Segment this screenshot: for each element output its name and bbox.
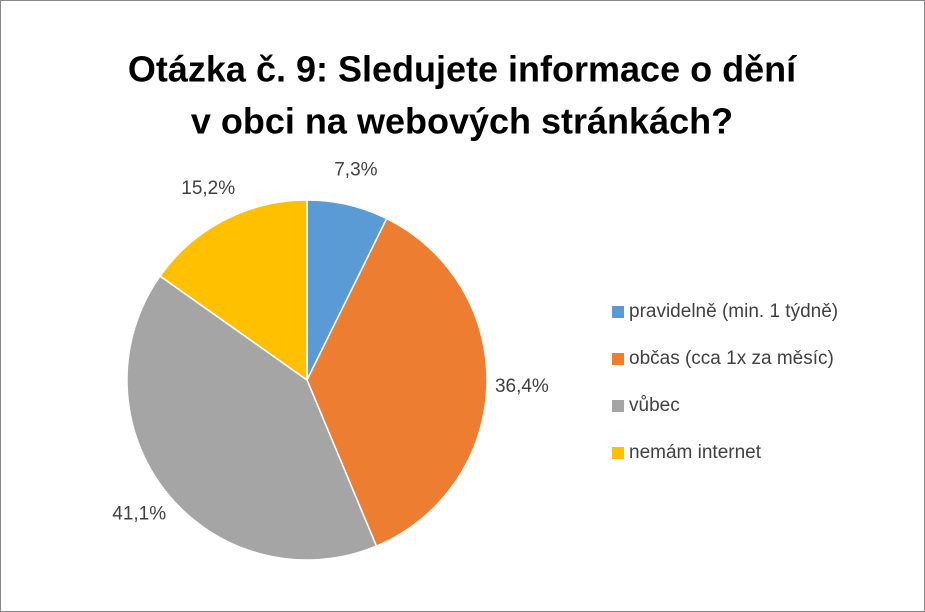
legend-label: nemám internet bbox=[629, 442, 762, 463]
legend-label: občas (cca 1x za měsíc) bbox=[629, 348, 834, 369]
legend-label: vůbec bbox=[629, 395, 680, 416]
chart-title: Otázka č. 9: Sledujete informace o dění bbox=[128, 49, 797, 90]
chart-title: v obci na webových stránkách? bbox=[191, 101, 733, 142]
data-label: 41,1% bbox=[112, 503, 166, 524]
pie-slice bbox=[126, 274, 378, 561]
pie-slice bbox=[159, 199, 308, 382]
legend-swatch bbox=[612, 447, 624, 459]
legend-swatch bbox=[612, 400, 624, 412]
data-label: 36,4% bbox=[495, 376, 549, 397]
legend-swatch bbox=[612, 306, 624, 318]
pie-slice bbox=[306, 217, 488, 548]
data-label: 7,3% bbox=[334, 160, 377, 181]
legend-swatch bbox=[612, 353, 624, 365]
legend-label: pravidelně (min. 1 týdně) bbox=[629, 301, 838, 322]
data-label: 15,2% bbox=[181, 178, 235, 199]
